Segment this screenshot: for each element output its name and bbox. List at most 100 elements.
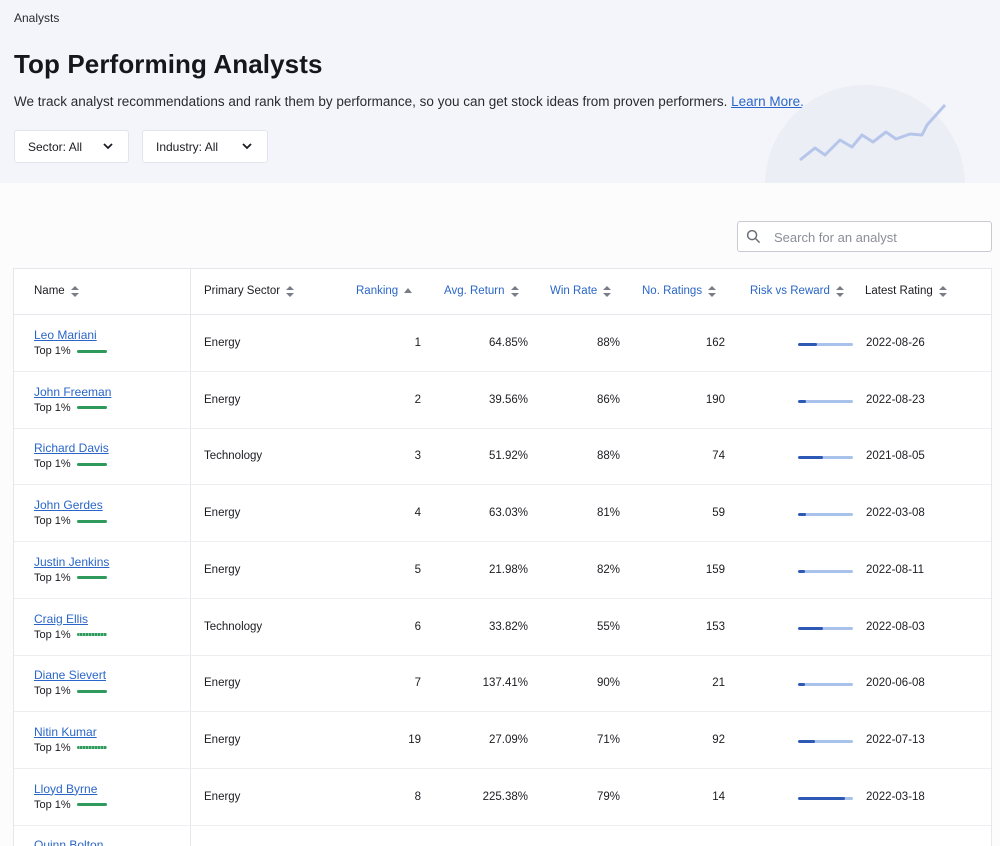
analyst-cell: Quinn Bolton Top 1%	[34, 838, 107, 846]
column-header-risk-reward[interactable]: Risk vs Reward	[750, 285, 844, 297]
table-row[interactable]: Nitin Kumar Top 1% Energy 19 27.09% 71% …	[14, 712, 991, 769]
column-header-sector[interactable]: Primary Sector	[204, 285, 295, 297]
sector-cell: Technology	[204, 620, 263, 633]
tier-badge: Top 1%	[34, 515, 107, 527]
tier-badge: Top 1%	[34, 742, 107, 754]
sector-filter-label: Sector: All	[28, 139, 83, 154]
risk-reward-fill	[798, 456, 823, 460]
breadcrumb[interactable]: Analysts	[14, 11, 60, 25]
column-header-label: Ranking	[356, 285, 399, 297]
analyst-search-box[interactable]	[737, 221, 992, 252]
tier-badge: Top 1%	[34, 799, 107, 811]
analyst-name-link[interactable]: John Gerdes	[34, 498, 103, 513]
industry-filter-label: Industry: All	[156, 139, 219, 154]
risk-reward-fill	[798, 513, 807, 517]
sector-cell: Energy	[204, 677, 241, 690]
win-rate-cell: 82%	[596, 563, 620, 576]
name-column-divider	[14, 269, 191, 846]
sector-cell: Technology	[204, 450, 263, 463]
tier-label: Top 1%	[34, 628, 71, 641]
analyst-name-link[interactable]: Richard Davis	[34, 441, 109, 456]
analyst-name-link[interactable]: Justin Jenkins	[34, 554, 110, 569]
risk-reward-bar	[798, 739, 853, 743]
avg-return-cell: 63.03%	[488, 507, 528, 520]
avg-return-cell: 64.85%	[488, 337, 528, 349]
sort-icon	[286, 285, 295, 297]
win-rate-cell: 81%	[596, 507, 620, 520]
page-subtitle: We track analyst recommendations and ran…	[14, 94, 804, 109]
tier-badge: Top 1%	[34, 629, 107, 641]
column-header-label: Latest Rating	[865, 285, 933, 297]
sector-cell: Energy	[204, 337, 241, 349]
num-ratings-cell: 153	[705, 620, 725, 633]
column-header-avg-return[interactable]: Avg. Return	[444, 285, 519, 297]
analyst-cell: Diane Sievert Top 1%	[34, 668, 107, 697]
latest-rating-cell: 2022-03-08	[866, 507, 925, 520]
win-rate-cell: 88%	[596, 450, 620, 463]
tier-bar	[76, 406, 107, 410]
table-row[interactable]: Craig Ellis Top 1% Technology 6 33.82% 5…	[14, 599, 991, 656]
analyst-name-link[interactable]: Nitin Kumar	[34, 724, 97, 739]
num-ratings-cell: 159	[705, 563, 725, 576]
column-header-name[interactable]: Name	[34, 285, 79, 297]
ranking-cell: 1	[414, 337, 421, 349]
avg-return-cell: 33.82%	[488, 620, 528, 633]
table-row[interactable]: Justin Jenkins Top 1% Energy 5 21.98% 82…	[14, 542, 991, 599]
num-ratings-cell: 14	[712, 790, 725, 803]
win-rate-cell: 88%	[596, 337, 620, 349]
page-header: Analysts Top Performing Analysts We trac…	[0, 0, 1000, 183]
num-ratings-cell: 190	[705, 393, 725, 406]
latest-rating-cell: 2021-08-05	[866, 450, 925, 463]
learn-more-link[interactable]: Learn More.	[731, 94, 804, 109]
industry-filter-dropdown[interactable]: Industry: All	[142, 130, 268, 163]
num-ratings-cell: 162	[705, 337, 725, 349]
column-header-label: Avg. Return	[444, 285, 505, 297]
risk-reward-fill	[798, 626, 823, 630]
search-input[interactable]	[774, 227, 984, 247]
ranking-cell: 19	[408, 733, 421, 746]
sort-icon	[603, 285, 612, 297]
analyst-cell: John Gerdes Top 1%	[34, 498, 107, 527]
subtitle-text: We track analyst recommendations and ran…	[14, 94, 728, 109]
table-row[interactable]: Diane Sievert Top 1% Energy 7 137.41% 90…	[14, 655, 991, 713]
analyst-name-link[interactable]: Quinn Bolton	[34, 838, 104, 846]
analyst-cell: Richard Davis Top 1%	[34, 441, 109, 470]
analyst-cell: Leo Mariani Top 1%	[34, 328, 107, 357]
avg-return-cell: 39.56%	[488, 393, 528, 406]
tier-bar	[76, 803, 107, 807]
risk-reward-bar	[798, 399, 853, 403]
sort-icon	[835, 285, 844, 297]
page-title: Top Performing Analysts	[14, 49, 323, 79]
analyst-cell: Craig Ellis Top 1%	[34, 612, 107, 641]
risk-reward-bar	[798, 343, 853, 346]
column-header-win-rate[interactable]: Win Rate	[550, 285, 612, 297]
column-header-num-ratings[interactable]: No. Ratings	[642, 285, 717, 297]
avg-return-cell: 21.98%	[488, 563, 528, 576]
analyst-name-link[interactable]: Diane Sievert	[34, 668, 107, 683]
win-rate-cell: 90%	[596, 677, 620, 690]
table-row[interactable]: Quinn Bolton Top 1%	[14, 825, 991, 846]
table-row[interactable]: Leo Mariani Top 1% Energy 1 64.85% 88% 1…	[14, 315, 991, 372]
analyst-name-link[interactable]: Leo Mariani	[34, 328, 97, 342]
table-row[interactable]: Lloyd Byrne Top 1% Energy 8 225.38% 79% …	[14, 769, 991, 826]
table-row[interactable]: John Gerdes Top 1% Energy 4 63.03% 81% 5…	[14, 485, 991, 543]
ranking-cell: 7	[414, 677, 421, 690]
risk-reward-bar	[798, 569, 853, 573]
num-ratings-cell: 21	[712, 677, 725, 690]
column-header-ranking[interactable]: Ranking	[356, 285, 413, 297]
table-row[interactable]: John Freeman Top 1% Energy 2 39.56% 86% …	[14, 372, 991, 429]
analyst-name-link[interactable]: John Freeman	[34, 384, 112, 399]
ranking-cell: 8	[414, 790, 421, 803]
risk-reward-bar	[798, 513, 853, 517]
analyst-name-link[interactable]: Craig Ellis	[34, 611, 89, 626]
analyst-name-link[interactable]: Lloyd Byrne	[34, 781, 98, 796]
latest-rating-cell: 2020-06-08	[866, 677, 925, 690]
tier-bar	[76, 689, 107, 693]
tier-bar	[76, 746, 107, 750]
tier-label: Top 1%	[34, 401, 71, 414]
risk-reward-bar	[798, 683, 853, 687]
chevron-down-icon	[103, 143, 113, 150]
column-header-latest-rating[interactable]: Latest Rating	[865, 285, 947, 297]
table-row[interactable]: Richard Davis Top 1% Technology 3 51.92%…	[14, 428, 991, 486]
sector-filter-dropdown[interactable]: Sector: All	[14, 130, 129, 163]
